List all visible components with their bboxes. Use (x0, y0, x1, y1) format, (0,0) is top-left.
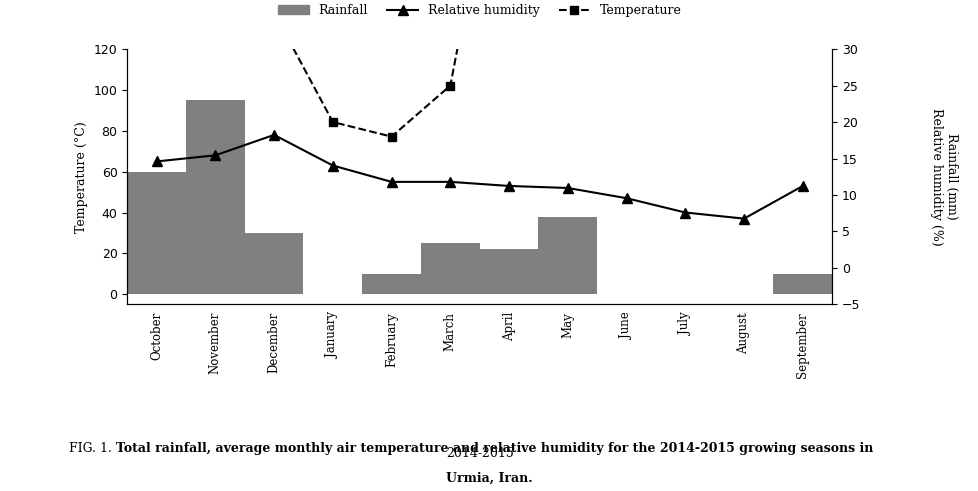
Bar (127, 172, 186, 294)
Bar (244, 233, 303, 294)
Bar (773, 274, 831, 294)
Text: Urmia, Iran.: Urmia, Iran. (446, 471, 532, 484)
X-axis label: 2014-2015: 2014-2015 (445, 447, 513, 460)
Y-axis label: Temperature (°C): Temperature (°C) (75, 121, 88, 233)
Text: Total rainfall, average monthly air temperature and relative humidity for the 20: Total rainfall, average monthly air temp… (115, 442, 872, 455)
Y-axis label: Rainfall (mm)
Relative humidity (%): Rainfall (mm) Relative humidity (%) (929, 108, 956, 246)
Bar (362, 274, 421, 294)
Bar (538, 217, 597, 294)
Text: FIG. 1.: FIG. 1. (68, 442, 115, 455)
Bar (421, 243, 479, 294)
Legend: Rainfall, Relative humidity, Temperature: Rainfall, Relative humidity, Temperature (272, 0, 687, 22)
Bar (186, 100, 244, 294)
Bar (479, 249, 538, 294)
